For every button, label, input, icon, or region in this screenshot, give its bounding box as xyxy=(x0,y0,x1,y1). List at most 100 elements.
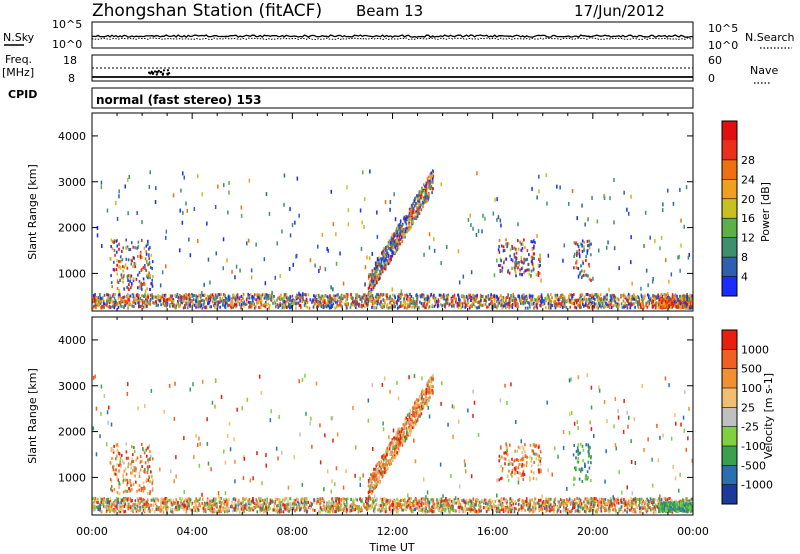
echo-cell xyxy=(431,174,433,178)
echo-cell xyxy=(458,280,461,285)
echo-cell xyxy=(660,236,663,240)
echo-cell xyxy=(407,298,410,302)
freq-cluster-dot xyxy=(166,73,169,76)
echo-cell xyxy=(434,303,437,307)
echo-cell xyxy=(322,508,325,512)
echo-cell xyxy=(413,300,415,303)
echo-cell xyxy=(121,258,124,262)
echo-cell xyxy=(442,499,444,503)
echo-cell xyxy=(614,303,616,307)
echo-cell xyxy=(186,499,188,503)
echo-cell xyxy=(649,298,651,302)
echo-cell xyxy=(148,253,150,258)
echo-cell xyxy=(683,298,685,302)
echo-cell xyxy=(629,302,632,306)
echo-cell xyxy=(506,242,509,246)
echo-cell xyxy=(399,223,401,227)
echo-cell xyxy=(584,222,586,227)
echo-cell xyxy=(235,295,237,299)
echo-cell xyxy=(613,220,615,225)
echo-cell xyxy=(384,301,386,305)
echo-cell xyxy=(155,295,157,299)
echo-cell xyxy=(395,229,398,233)
echo-cell xyxy=(585,506,587,510)
echo-cell xyxy=(106,293,108,297)
echo-cell xyxy=(627,292,630,296)
echo-cell xyxy=(203,282,205,287)
echo-cell xyxy=(647,300,649,304)
echo-cell xyxy=(385,264,387,269)
echo-cell xyxy=(280,510,283,514)
echo-cell xyxy=(154,497,157,501)
echo-cell xyxy=(370,299,372,303)
cpid-label: CPID xyxy=(8,88,37,101)
echo-cell xyxy=(321,294,324,298)
echo-cell xyxy=(404,235,406,239)
echo-cell xyxy=(220,504,223,508)
echo-cell xyxy=(146,259,148,264)
echo-cell xyxy=(222,303,225,307)
echo-cell xyxy=(383,253,386,257)
echo-cell xyxy=(683,224,685,229)
echo-cell xyxy=(561,499,563,503)
echo-cell xyxy=(197,506,199,510)
echo-cell xyxy=(421,293,423,297)
echo-cell xyxy=(147,242,149,246)
echo-cell xyxy=(367,292,370,296)
echo-cell xyxy=(258,293,260,297)
echo-cell xyxy=(106,305,109,309)
echo-cell xyxy=(511,244,513,248)
echo-cell xyxy=(118,288,120,293)
echo-cell xyxy=(558,502,560,506)
echo-cell xyxy=(370,293,372,297)
echo-cell xyxy=(230,503,233,507)
echo-cell xyxy=(653,509,655,513)
echo-cell xyxy=(218,293,220,297)
echo-cell xyxy=(514,297,517,300)
echo-cell xyxy=(462,274,465,279)
echo-cell xyxy=(128,174,130,179)
echo-cell xyxy=(378,256,380,260)
echo-cell xyxy=(309,298,312,302)
echo-cell xyxy=(468,306,471,310)
echo-cell xyxy=(526,301,529,304)
echo-cell xyxy=(183,499,186,503)
echo-cell xyxy=(177,505,179,509)
echo-cell xyxy=(391,287,393,292)
echo-cell xyxy=(501,507,503,511)
echo-cell xyxy=(503,304,505,308)
echo-cell xyxy=(123,295,126,299)
echo-cell xyxy=(562,258,564,263)
echo-cell xyxy=(336,502,339,506)
echo-cell xyxy=(563,295,566,299)
echo-cell xyxy=(540,304,542,308)
echo-cell xyxy=(579,498,582,502)
echo-cell xyxy=(571,507,574,510)
echo-cell xyxy=(461,302,464,306)
echo-cell xyxy=(633,297,636,301)
echo-cell xyxy=(609,294,612,298)
echo-cell xyxy=(559,510,562,514)
echo-cell xyxy=(146,302,148,306)
echo-cell xyxy=(533,501,535,505)
echo-cell xyxy=(418,196,421,200)
echo-cell xyxy=(198,502,201,506)
echo-cell xyxy=(502,507,505,511)
echo-cell xyxy=(643,244,645,248)
echo-cell xyxy=(137,286,139,290)
echo-cell xyxy=(420,193,422,197)
echo-cell xyxy=(343,294,345,298)
echo-cell xyxy=(520,295,523,298)
echo-cell xyxy=(245,302,248,306)
echo-cell xyxy=(106,302,108,306)
echo-cell xyxy=(254,306,256,310)
echo-cell xyxy=(400,235,403,240)
echo-cell xyxy=(298,291,300,296)
echo-cell xyxy=(281,229,283,234)
echo-cell xyxy=(438,498,441,502)
echo-cell xyxy=(263,257,266,262)
echo-cell xyxy=(131,241,133,245)
echo-cell xyxy=(368,286,371,290)
echo-cell xyxy=(176,293,179,296)
echo-cell xyxy=(531,294,534,298)
